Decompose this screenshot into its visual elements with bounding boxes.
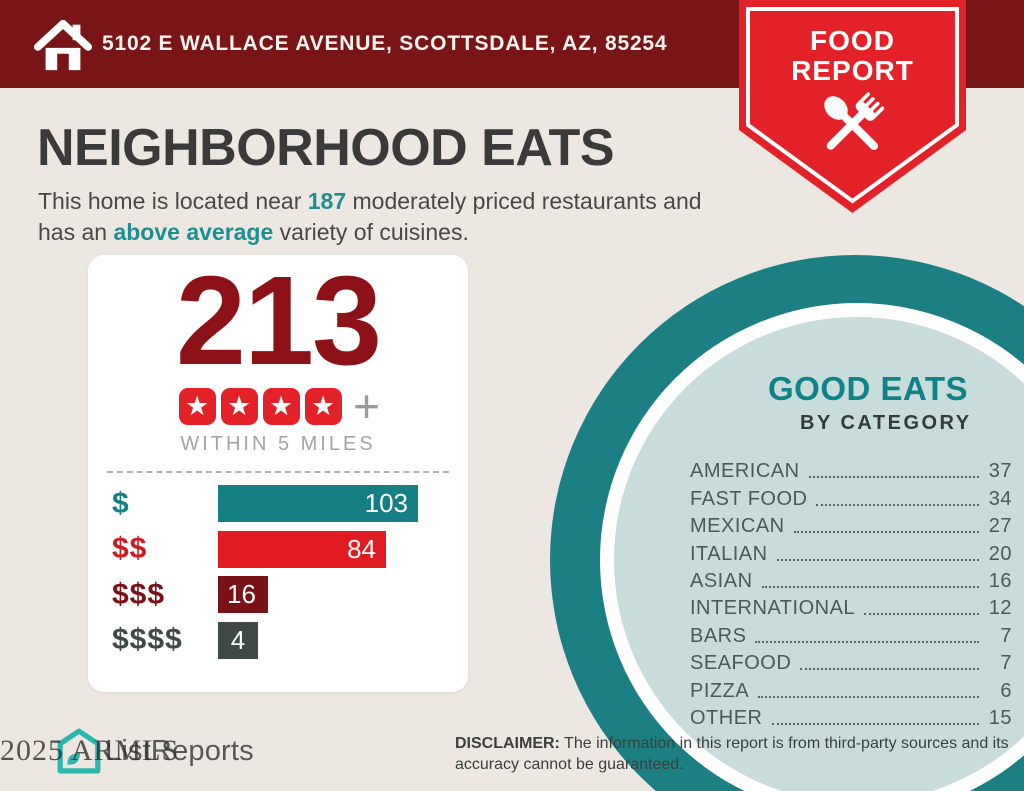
price-tier-bar: 16 [218,576,268,613]
property-address: 5102 E WALLACE AVENUE, SCOTTSDALE, AZ, 8… [102,32,668,55]
price-bar-row: $$$ 16 [88,576,468,613]
dotted-leader [793,531,979,534]
star-icon: ★ [262,387,300,425]
listreports-wordmark: ListReports [105,734,254,767]
disclaimer-line1: DISCLAIMER: The information in this repo… [455,735,1009,752]
price-bar-row: $$ 84 [88,530,468,568]
ribbon-line2: REPORT [791,55,914,86]
ribbon-shape [739,0,966,213]
price-tier-label: $ [112,486,130,520]
disclaimer-label: DISCLAIMER: [455,735,560,752]
price-tier-bar: 84 [218,530,386,568]
category-row: BARS 7 [690,620,1012,647]
food-report-ribbon: FOOD REPORT [739,0,966,215]
page-subtitle: This home is located near 187 moderately… [38,186,702,248]
fork-and-spoon-icon [824,92,885,151]
star-icon: ★ [220,387,258,425]
radius-label: WITHIN 5 MILES [180,433,376,455]
category-label: PIZZA [690,679,750,702]
good-eats-subtitle: BY CATEGORY [800,412,972,434]
category-row: AMERICAN 37 [690,456,1012,483]
ribbon-line1: FOOD [810,25,895,56]
dotted-leader [761,585,979,588]
category-value: 20 [988,542,1012,565]
star-icon: ★ [304,387,342,425]
category-label: ASIAN [690,569,753,592]
category-label: BARS [690,624,747,647]
category-row: MEXICAN 27 [690,511,1012,538]
listreports-house-icon [57,728,101,774]
star-icon: ★ [178,387,216,425]
category-value: 37 [988,460,1012,483]
category-value: 16 [988,569,1012,592]
mls-watermark: 2025 ARMLS [0,734,180,767]
star-icons: ★ ★ ★ ★ [176,387,344,425]
dotted-leader [758,695,979,698]
category-value: 7 [1000,652,1012,675]
price-tier-value: 103 [364,488,408,518]
category-row: INTERNATIONAL 12 [690,593,1012,620]
variety-highlight: above average [113,219,274,245]
category-row: PIZZA 6 [690,675,1012,702]
ribbon-title: FOOD REPORT [739,26,966,86]
star-rating: ★ ★ ★ ★ + [88,379,468,432]
dotted-leader [755,640,979,643]
price-tier-bar: 4 [218,621,258,659]
price-bar-row: $$$$ 4 [88,621,468,659]
category-value: 27 [988,515,1012,538]
category-row: FAST FOOD 34 [690,483,1012,510]
good-eats-panel: GOOD EATS BY CATEGORY AMERICAN 37 FAST FOO… [640,370,1024,730]
price-tier-label: $$$ [112,577,166,611]
category-value: 34 [988,487,1012,510]
subtitle-line1: This home is located near 187 moderately… [38,188,702,214]
category-value: 7 [1000,624,1012,647]
listreports-logo: ListReports [57,728,254,774]
price-tier-label: $$ [112,532,148,565]
category-row: SEAFOOD 7 [690,648,1012,675]
price-tier-label: $$$$ [112,623,183,656]
category-label: ITALIAN [690,542,768,565]
restaurant-count-highlight: 187 [307,188,347,214]
plus-sign: + [353,379,380,432]
category-label: OTHER [690,706,763,729]
total-restaurants-count: 213 [175,250,382,391]
dotted-leader [816,503,979,506]
category-label: INTERNATIONAL [690,597,856,620]
dashed-divider [107,471,449,473]
price-bar-row: $103 [88,485,468,522]
category-row: ASIAN 16 [690,566,1012,593]
dotted-leader [776,558,979,561]
price-tier-value: 84 [347,533,376,564]
home-icon [34,19,92,71]
category-row: ITALIAN 20 [690,538,1012,565]
dotted-leader [808,476,979,479]
category-label: AMERICAN [690,460,800,483]
category-list: AMERICAN 37 FAST FOOD 34 MEXICAN 27 ITALIAN 20 A… [690,456,1012,730]
subtitle-line2: has an above average variety of cuisines… [38,219,469,245]
good-eats-title: GOOD EATS [768,370,969,407]
page-title: NEIGHBORHOOD EATS [37,119,615,177]
restaurant-summary-card: 213 ★ ★ ★ ★ + WITHIN 5 MILES $103 $$ 84 $$$ 16 $… [88,255,468,692]
disclaimer: DISCLAIMER: The information in this repo… [455,733,1009,775]
price-tier-value: 16 [227,579,256,609]
price-tier-bar: 103 [218,485,418,522]
category-value: 12 [988,597,1012,620]
dotted-leader [800,668,979,671]
category-label: SEAFOOD [690,652,792,675]
category-value: 6 [1000,679,1012,702]
category-label: FAST FOOD [690,487,808,510]
category-label: MEXICAN [690,515,785,538]
good-eats-circle-inner [614,317,1024,791]
category-value: 15 [988,706,1012,729]
dotted-leader [864,613,979,616]
dotted-leader [771,722,979,725]
price-tier-bar-chart: $103 $$ 84 $$$ 16 $$$$ 4 [88,485,468,659]
price-tier-value: 4 [230,624,246,655]
disclaimer-line2: accuracy cannot be guaranteed. [455,756,684,773]
category-row: OTHER 15 [690,703,1012,730]
